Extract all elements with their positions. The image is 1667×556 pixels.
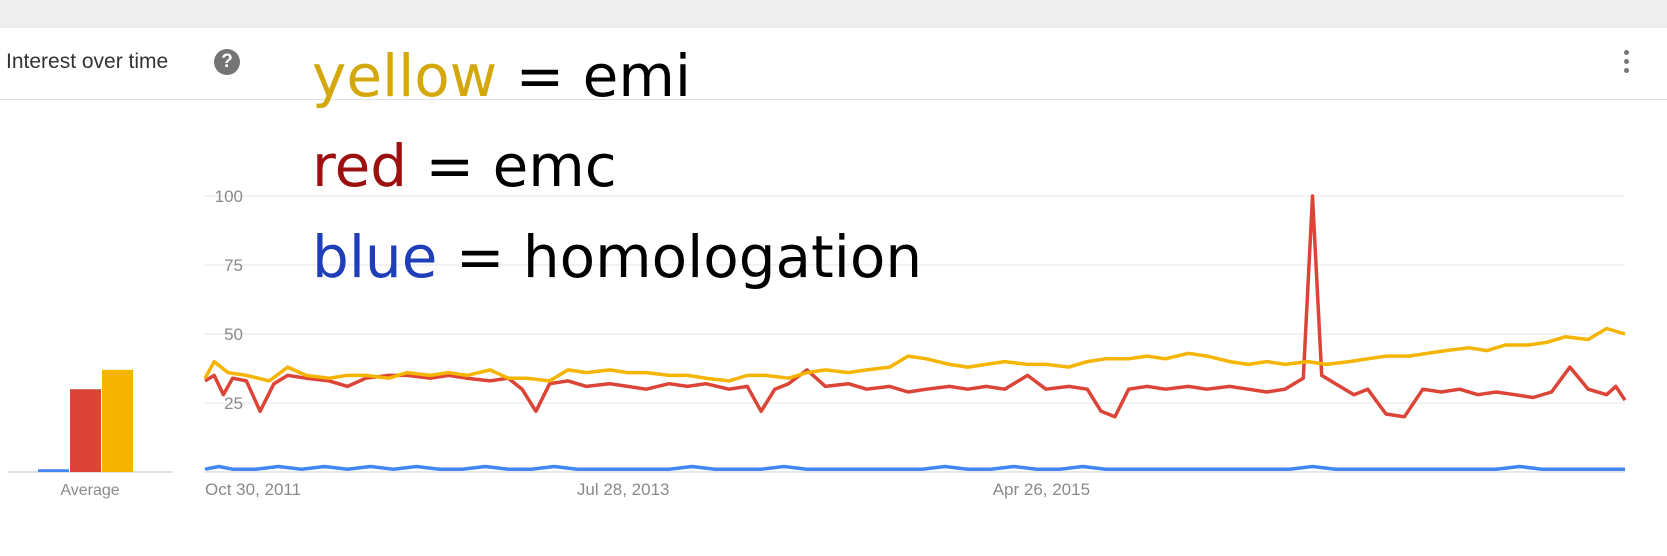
legend-equals: =: [455, 223, 505, 291]
y-tick-label: 75: [224, 256, 243, 275]
browser-top-strip: [0, 0, 1667, 28]
legend-term: emi: [582, 42, 691, 110]
x-tick-label: Apr 26, 2015: [993, 480, 1090, 499]
average-label: Average: [60, 482, 119, 499]
y-tick-label: 50: [224, 325, 243, 344]
y-tick-label: 25: [224, 394, 243, 413]
average-bar-homologation: [38, 469, 69, 472]
series-line-emi: [203, 326, 1626, 383]
legend-entry-emi: yellow = emi: [312, 47, 691, 105]
legend-color-word: red: [312, 132, 408, 200]
card-title: Interest over time: [6, 50, 169, 73]
help-circle-icon[interactable]: ?: [214, 49, 240, 75]
legend-term: emc: [492, 132, 617, 200]
x-tick-label: Jul 28, 2013: [577, 480, 670, 499]
legend-entry-homologation: blue = homologation: [312, 228, 922, 286]
y-tick-label: 100: [215, 187, 243, 206]
x-tick-label: Oct 30, 2011: [205, 480, 301, 499]
legend-equals: =: [515, 42, 565, 110]
legend-color-word: blue: [312, 223, 438, 291]
average-bar-emc: [70, 389, 101, 472]
legend-color-word: yellow: [312, 42, 498, 110]
header-divider: [0, 99, 1667, 100]
legend-entry-emc: red = emc: [312, 137, 617, 195]
series-line-emc: [204, 194, 1627, 419]
legend-term: homologation: [522, 223, 923, 291]
series-line-homologation: [204, 464, 1625, 471]
average-bar-emi: [102, 369, 133, 472]
legend-equals: =: [425, 132, 475, 200]
more-vert-icon[interactable]: [1620, 50, 1632, 78]
